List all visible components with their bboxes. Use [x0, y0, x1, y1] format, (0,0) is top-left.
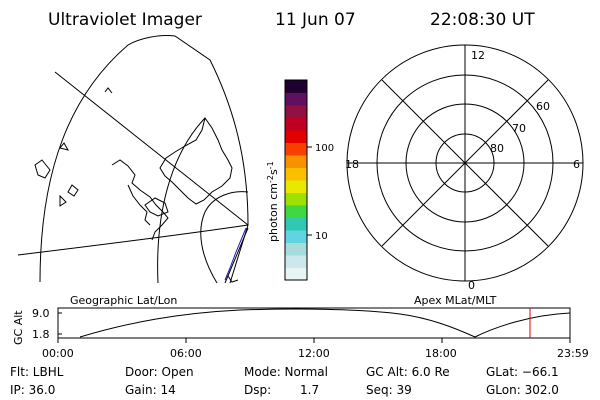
colorbar-swatch	[285, 267, 307, 281]
polar-label-18: 18	[345, 158, 359, 171]
colorbar-tick-label-10: 10	[315, 231, 328, 242]
colorbar-swatch	[285, 192, 307, 206]
colorbar-swatch	[285, 92, 307, 106]
colorbar-swatch	[285, 217, 307, 231]
coastline-antarctic	[159, 116, 233, 205]
polar-label-70: 70	[512, 122, 526, 135]
status-ip: IP: 36.0	[10, 383, 55, 397]
orbit-x-label-1200: 12:00	[298, 347, 330, 360]
colorbar-swatch	[285, 130, 307, 143]
observation-time: 22:08:30 UT	[430, 10, 535, 30]
status-filter: Flt: LBHL	[10, 365, 64, 379]
colorbar-tick-label-100: 100	[315, 143, 334, 154]
coastline-islands	[34, 142, 79, 207]
map-boundary-arc	[39, 35, 249, 284]
polar-label-80: 80	[490, 142, 504, 155]
colorbar-swatch	[285, 105, 307, 118]
colorbar-swatch	[285, 155, 307, 168]
map-meridian-2	[17, 224, 249, 256]
status-dsp-value: 1.7	[300, 383, 319, 397]
orbit-x-label-2359: 23:59	[557, 347, 589, 360]
colorbar-swatch	[285, 117, 307, 131]
orbit-title-apex: Apex MLat/MLT	[414, 294, 497, 307]
polar-label-0: 0	[468, 279, 475, 292]
status-geographic-latitude: GLat: −66.1	[486, 365, 559, 379]
orbit-x-label-1800: 18:00	[425, 347, 457, 360]
orbit-x-label-0600: 06:00	[170, 347, 202, 360]
orbit-y-axis-label: GC Alt	[12, 310, 25, 345]
orbit-y-tick-high: 9.0	[32, 307, 50, 320]
status-gain: Gain: 14	[125, 383, 176, 397]
coastline-south	[227, 275, 239, 283]
coastline-peninsula	[111, 159, 169, 241]
status-door: Door: Open	[125, 365, 194, 379]
polar-label-12: 12	[471, 49, 485, 62]
colorbar-frame	[284, 79, 308, 281]
orbit-y-tick-low: 1.8	[32, 328, 50, 341]
polar-diagonal-2	[381, 79, 549, 247]
colorbar-swatch	[285, 205, 307, 218]
status-gc-altitude: GC Alt: 6.0 Re	[366, 365, 450, 379]
instrument-status: Flt: LBHL Door: Open Mode: Normal GC Alt…	[10, 365, 559, 397]
colorbar-swatch	[285, 80, 307, 93]
status-sequence: Seq: 39	[366, 383, 412, 397]
colorbar-swatch	[285, 142, 307, 156]
colorbar-swatch	[285, 255, 307, 268]
status-mode: Mode: Normal	[244, 365, 328, 379]
polar-label-60: 60	[536, 100, 550, 113]
coastline-bay	[144, 197, 169, 217]
orbit-x-label-0000: 00:00	[42, 347, 74, 360]
observation-date: 11 Jun 07	[275, 10, 356, 30]
orbit-title-geographic: Geographic Lat/Lon	[70, 294, 177, 307]
instrument-title: Ultraviolet Imager	[48, 10, 202, 30]
coastline-blue-segment	[224, 227, 247, 281]
status-geographic-longitude: GLon: 302.0	[486, 383, 559, 397]
polar-grid: 12 0 18 6 60 70 80	[345, 44, 584, 292]
polar-label-6: 6	[573, 158, 580, 171]
colorbar-unit-label: photon cm-2s-1	[266, 161, 280, 242]
orbit-altitude-curve	[79, 308, 571, 338]
map-inner-arc	[157, 117, 206, 284]
colorbar: 100 10 photon cm-2s-1	[266, 79, 334, 281]
map-parallel	[224, 227, 249, 284]
coastline-tip	[104, 87, 113, 94]
status-dsp-label: Dsp:	[244, 383, 271, 397]
colorbar-swatch	[285, 242, 307, 256]
colorbar-swatch	[285, 167, 307, 181]
colorbar-swatch	[285, 230, 307, 243]
colorbar-swatches	[285, 80, 307, 281]
map-inner-arc-2	[200, 191, 249, 284]
geographic-map	[17, 35, 249, 284]
orbit-panel: Geographic Lat/Lon Apex MLat/MLT GC Alt …	[12, 294, 589, 360]
colorbar-swatch	[285, 180, 307, 193]
map-meridian	[54, 71, 249, 226]
